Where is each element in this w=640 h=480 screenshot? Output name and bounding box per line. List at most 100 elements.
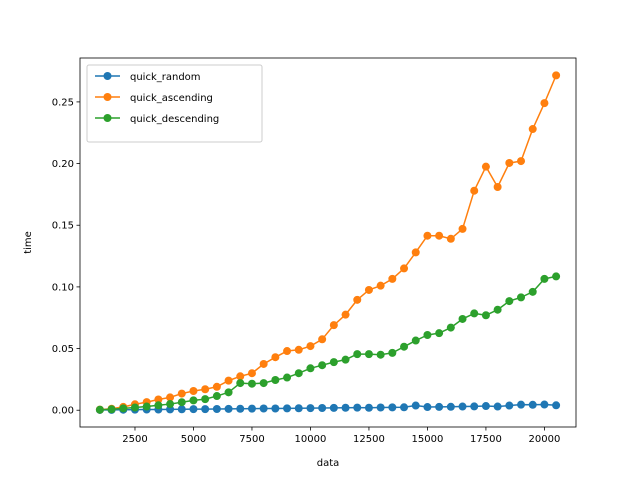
data-point xyxy=(376,350,385,359)
data-point xyxy=(177,405,186,414)
data-point xyxy=(318,404,327,413)
x-tick-label: 10000 xyxy=(295,434,327,445)
data-point xyxy=(364,285,373,294)
data-point xyxy=(552,272,561,281)
data-point xyxy=(435,329,444,338)
legend-entry: quick_descending xyxy=(95,114,219,125)
data-point xyxy=(294,404,303,413)
y-tick-label: 0.25 xyxy=(52,97,74,108)
data-point xyxy=(166,393,175,402)
y-tick-label: 0.10 xyxy=(52,282,74,293)
x-tick-label: 7500 xyxy=(239,434,264,445)
data-point xyxy=(247,404,256,413)
data-point xyxy=(236,372,245,381)
data-point xyxy=(400,342,409,351)
x-tick-label: 17500 xyxy=(470,434,502,445)
data-point xyxy=(446,402,455,411)
data-point xyxy=(95,405,104,414)
data-point xyxy=(552,401,561,410)
data-point xyxy=(435,402,444,411)
data-point xyxy=(247,379,256,388)
data-point xyxy=(446,234,455,243)
series-line xyxy=(99,403,557,411)
data-point xyxy=(481,162,490,171)
data-point xyxy=(189,405,198,414)
data-point xyxy=(470,309,479,318)
x-tick-label: 12500 xyxy=(353,434,385,445)
data-point xyxy=(283,347,292,356)
data-point xyxy=(306,404,315,413)
data-point xyxy=(154,395,163,404)
data-point xyxy=(481,311,490,320)
data-point xyxy=(130,403,139,412)
data-point xyxy=(376,403,385,412)
data-point xyxy=(505,297,514,306)
legend-label: quick_ascending xyxy=(130,93,213,104)
data-point xyxy=(388,403,397,412)
data-point xyxy=(259,359,268,368)
y-tick-label: 0.15 xyxy=(52,221,74,232)
y-tick-label: 0.20 xyxy=(52,159,74,170)
data-point xyxy=(505,158,514,167)
data-point xyxy=(505,401,514,410)
data-point xyxy=(201,395,210,404)
data-point xyxy=(493,305,502,314)
data-point xyxy=(224,404,233,413)
data-point xyxy=(388,274,397,283)
axis-ticks: 2500 5000 7500 10000 12500 15000 17500 20000 0.0… xyxy=(52,97,561,445)
legend-marker xyxy=(103,93,112,101)
data-point xyxy=(212,382,221,391)
data-point xyxy=(353,295,362,304)
data-point xyxy=(259,404,268,413)
data-point xyxy=(177,398,186,407)
data-point xyxy=(528,287,537,296)
data-point xyxy=(119,404,128,413)
data-point xyxy=(341,310,350,319)
y-axis-label: time xyxy=(23,231,34,254)
data-point xyxy=(458,314,467,323)
data-point xyxy=(470,186,479,195)
data-point xyxy=(294,369,303,378)
data-point xyxy=(400,403,409,412)
legend-label: quick_descending xyxy=(130,114,219,125)
data-point xyxy=(201,405,210,414)
data-point xyxy=(236,404,245,413)
data-point xyxy=(364,350,373,359)
data-point xyxy=(271,404,280,413)
data-point xyxy=(411,336,420,345)
plot-area xyxy=(95,71,561,414)
data-point xyxy=(411,248,420,257)
data-point xyxy=(154,401,163,410)
data-point xyxy=(458,224,467,233)
data-point xyxy=(329,358,338,367)
data-point xyxy=(552,71,561,80)
data-point xyxy=(540,99,549,108)
data-point xyxy=(493,183,502,191)
data-point xyxy=(166,400,175,409)
data-point xyxy=(189,396,198,405)
legend-entry: quick_ascending xyxy=(95,93,213,104)
data-point xyxy=(107,405,116,414)
x-tick-label: 20000 xyxy=(529,434,561,445)
data-point xyxy=(517,293,526,302)
data-point xyxy=(189,386,198,395)
axes-frame xyxy=(79,57,577,428)
data-point xyxy=(400,264,409,273)
data-point xyxy=(306,342,315,351)
data-point xyxy=(212,404,221,413)
data-point xyxy=(423,403,432,412)
series-line xyxy=(99,75,557,411)
data-point xyxy=(481,402,490,411)
data-point xyxy=(329,403,338,412)
data-point xyxy=(177,389,186,398)
x-tick-label: 5000 xyxy=(181,434,206,445)
data-point xyxy=(259,379,268,388)
legend: quick_random quick_ascending quick_descend… xyxy=(86,64,263,143)
data-point xyxy=(201,385,210,394)
data-point xyxy=(283,373,292,382)
data-point xyxy=(517,157,526,166)
data-point xyxy=(517,400,526,409)
data-point xyxy=(423,331,432,339)
data-point xyxy=(364,403,373,412)
